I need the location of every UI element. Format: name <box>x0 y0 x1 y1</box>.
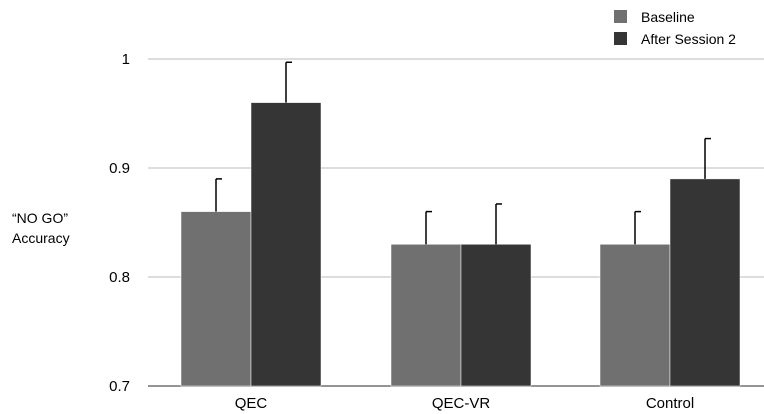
x-category-label: QEC <box>235 395 268 412</box>
bar-baseline-qec <box>180 211 252 387</box>
bar-after-session-2-control <box>669 178 741 387</box>
bar-baseline-control <box>599 244 671 387</box>
bar-after-session-2-qec <box>250 102 322 387</box>
legend-label: After Session 2 <box>641 31 736 47</box>
bars <box>180 102 741 387</box>
x-category-labels: QEC QEC-VR Control <box>235 395 694 412</box>
legend: Baseline After Session 2 <box>614 9 736 47</box>
y-axis-label-line-2: Accuracy <box>12 230 70 246</box>
y-axis-label-line-1: “NO GO” <box>12 210 68 226</box>
y-tick-labels: 0.7 0.8 0.9 1 <box>109 51 130 395</box>
y-tick-label: 0.9 <box>109 160 130 177</box>
bar-after-session-2-qec-vr <box>460 244 532 387</box>
legend-swatch <box>614 10 627 23</box>
x-category-label: QEC-VR <box>432 395 491 412</box>
bar-baseline-qec-vr <box>390 244 462 387</box>
y-tick-label: 1 <box>122 51 130 68</box>
legend-label: Baseline <box>641 9 695 25</box>
legend-swatch <box>614 32 627 45</box>
error-bars <box>215 61 711 245</box>
x-category-label: Control <box>646 395 694 412</box>
y-tick-label: 0.7 <box>109 378 130 395</box>
y-tick-label: 0.8 <box>109 269 130 286</box>
